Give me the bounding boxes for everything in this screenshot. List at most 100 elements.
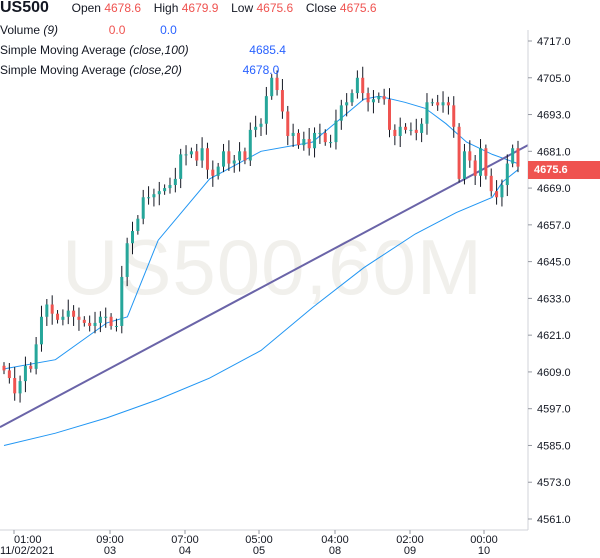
high-value: 4679.9	[181, 1, 219, 15]
candle	[104, 307, 108, 328]
candle-body	[318, 132, 322, 134]
candle-body	[409, 129, 413, 131]
candle	[56, 310, 60, 324]
candle	[318, 123, 322, 144]
y-tick-label: 4633.0	[537, 293, 571, 305]
candle-body	[313, 132, 317, 149]
candle	[409, 122, 413, 136]
candle	[484, 144, 488, 180]
candle	[511, 144, 515, 168]
candle	[307, 128, 311, 156]
candle-body	[56, 313, 60, 320]
sma100-row[interactable]: Simple Moving Average (close,100) 4685.4	[0, 43, 286, 57]
candle	[195, 143, 199, 167]
close-label: Close	[305, 1, 337, 15]
candle	[414, 118, 418, 141]
x-tick-date-label: 09	[404, 545, 416, 557]
x-tick-date-label: 08	[329, 545, 341, 557]
candle	[495, 180, 499, 205]
y-tick-label: 4621.0	[537, 330, 571, 342]
candle-body	[189, 151, 193, 155]
candle-body	[511, 148, 515, 164]
y-tick-label: 4573.0	[537, 477, 571, 489]
candle-body	[211, 169, 215, 176]
candle-body	[462, 151, 466, 179]
candle	[264, 86, 268, 135]
close-value: 4675.6	[339, 1, 377, 15]
trendline-group	[0, 144, 529, 428]
candle	[355, 70, 359, 99]
low-label: Low	[231, 1, 254, 15]
candle-body	[275, 77, 279, 91]
candle	[98, 311, 102, 333]
candle	[93, 311, 97, 334]
candle-body	[61, 316, 65, 320]
candle	[50, 295, 54, 325]
sma100-param: (close,100)	[129, 43, 189, 57]
candle	[286, 105, 290, 146]
candle	[120, 265, 124, 334]
candle-body	[34, 344, 38, 369]
candle-body	[479, 148, 483, 176]
candle	[489, 168, 493, 197]
candle	[34, 336, 38, 375]
candle-body	[227, 151, 231, 164]
volume-value-1: 0.0	[108, 23, 126, 37]
candle-body	[291, 132, 295, 136]
candle	[163, 184, 167, 195]
candle	[168, 177, 172, 194]
volume-row[interactable]: Volume (9) 0.0 0.0	[0, 23, 177, 37]
candle-body	[505, 163, 509, 186]
candle-body	[18, 381, 22, 394]
x-tick-time-label: 07:00	[171, 534, 199, 546]
sma-100-line	[3, 169, 519, 446]
candle-body	[495, 191, 499, 198]
candle-body	[72, 310, 76, 317]
candle-body	[157, 191, 161, 195]
candle-body	[125, 243, 129, 277]
low-value: 4675.6	[256, 1, 294, 15]
candle-body	[238, 151, 242, 161]
candle-body	[388, 99, 391, 130]
candle-body	[393, 129, 397, 136]
candle-body	[29, 365, 33, 369]
candle-body	[2, 365, 6, 371]
candle	[189, 147, 193, 159]
candle	[329, 134, 333, 148]
candle-body	[361, 77, 365, 94]
candle	[147, 186, 151, 205]
candle-body	[473, 160, 477, 176]
x-tick-date-label: 04	[179, 545, 191, 557]
candle-body	[23, 365, 27, 382]
y-tick-label: 4657.0	[537, 220, 571, 232]
y-tick-label: 4645.0	[537, 257, 571, 269]
candle-body	[163, 188, 167, 192]
candle-body	[302, 139, 306, 146]
candle-body	[286, 111, 290, 136]
candle	[29, 362, 33, 373]
y-tick-label: 4717.0	[537, 36, 571, 48]
candle-body	[195, 151, 199, 161]
candle	[184, 145, 188, 166]
x-tick-date-label: 05	[253, 545, 265, 557]
sma20-param: (close,20)	[129, 63, 182, 77]
y-tick-label: 4681.0	[537, 146, 571, 158]
candle	[350, 89, 354, 106]
candle-body	[45, 304, 49, 317]
candle	[45, 298, 49, 326]
x-tick-time-label: 02:00	[396, 534, 424, 546]
candle-body	[93, 322, 97, 326]
candle	[339, 99, 343, 130]
candle	[2, 362, 6, 375]
y-tick-label: 4597.0	[537, 404, 571, 416]
candle-body	[468, 151, 472, 161]
candle-body	[131, 230, 134, 244]
sma20-row[interactable]: Simple Moving Average (close,20) 4678.0	[0, 63, 279, 77]
candle-body	[77, 316, 81, 320]
candle	[452, 96, 456, 138]
candle	[205, 142, 209, 179]
candle	[254, 115, 258, 138]
candle-body	[270, 77, 274, 97]
